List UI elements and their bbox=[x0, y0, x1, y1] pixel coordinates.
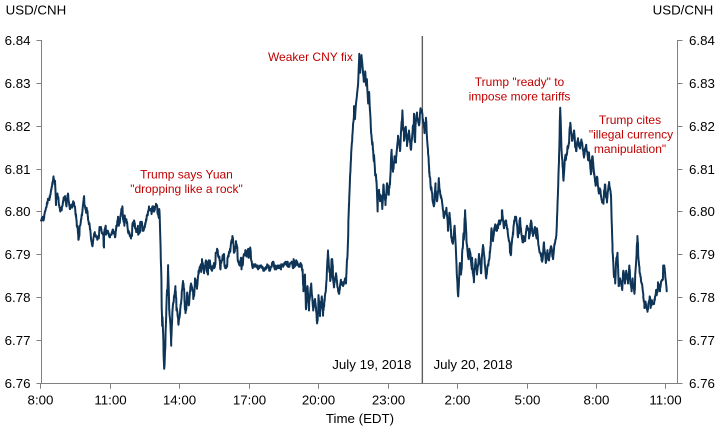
svg-text:July 20, 2018: July 20, 2018 bbox=[433, 357, 512, 372]
svg-text:USD/CNH: USD/CNH bbox=[6, 3, 67, 18]
svg-text:6.76: 6.76 bbox=[5, 376, 31, 391]
svg-text:6.76: 6.76 bbox=[689, 376, 715, 391]
svg-text:6.79: 6.79 bbox=[5, 247, 31, 262]
svg-text:6.81: 6.81 bbox=[689, 162, 715, 177]
svg-text:"dropping like a rock": "dropping like a rock" bbox=[130, 182, 243, 196]
svg-text:6.80: 6.80 bbox=[689, 204, 715, 219]
svg-text:6.79: 6.79 bbox=[689, 247, 715, 262]
svg-text:20:00: 20:00 bbox=[302, 392, 335, 407]
svg-text:23:00: 23:00 bbox=[372, 392, 405, 407]
svg-text:2:00: 2:00 bbox=[445, 392, 471, 407]
svg-text:6.80: 6.80 bbox=[5, 204, 31, 219]
svg-text:Weaker CNY fix: Weaker CNY fix bbox=[268, 50, 353, 64]
svg-text:17:00: 17:00 bbox=[233, 392, 266, 407]
svg-text:11:00: 11:00 bbox=[94, 392, 126, 407]
svg-text:Trump says Yuan: Trump says Yuan bbox=[140, 168, 233, 182]
svg-text:8:00: 8:00 bbox=[584, 392, 610, 407]
svg-text:5:00: 5:00 bbox=[515, 392, 541, 407]
svg-text:8:00: 8:00 bbox=[28, 392, 54, 407]
svg-text:6.84: 6.84 bbox=[5, 33, 31, 48]
svg-text:6.81: 6.81 bbox=[5, 162, 31, 177]
svg-text:6.82: 6.82 bbox=[689, 119, 715, 134]
svg-text:6.78: 6.78 bbox=[689, 290, 715, 305]
svg-text:11:00: 11:00 bbox=[649, 392, 681, 407]
svg-text:impose more tariffs: impose more tariffs bbox=[469, 90, 571, 104]
svg-text:Trump cites: Trump cites bbox=[599, 113, 661, 127]
svg-text:Time (EDT): Time (EDT) bbox=[326, 411, 394, 426]
svg-text:6.77: 6.77 bbox=[5, 333, 31, 348]
svg-text:6.83: 6.83 bbox=[689, 76, 715, 91]
svg-text:6.78: 6.78 bbox=[5, 290, 31, 305]
svg-text:14:00: 14:00 bbox=[163, 392, 196, 407]
svg-text:6.83: 6.83 bbox=[5, 76, 31, 91]
svg-text:6.82: 6.82 bbox=[5, 119, 31, 134]
svg-text:"illegal currency: "illegal currency bbox=[589, 128, 673, 142]
svg-text:manipulation": manipulation" bbox=[594, 142, 666, 156]
svg-text:USD/CNH: USD/CNH bbox=[653, 3, 714, 18]
svg-text:July 19, 2018: July 19, 2018 bbox=[332, 357, 411, 372]
svg-text:6.84: 6.84 bbox=[689, 33, 715, 48]
svg-text:Trump "ready" to: Trump "ready" to bbox=[475, 75, 565, 89]
svg-text:6.77: 6.77 bbox=[689, 333, 715, 348]
